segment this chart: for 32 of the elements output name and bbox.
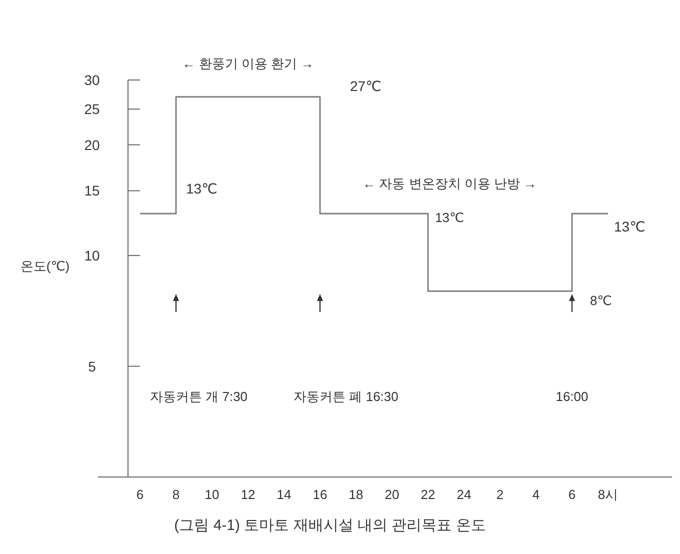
- y-tick-label: 30: [84, 72, 100, 88]
- annotation: 13℃: [614, 218, 646, 235]
- annotation: 13℃: [186, 180, 218, 197]
- annotation: 자동커튼 개 7:30: [150, 389, 248, 404]
- y-axis-title: 온도(℃): [20, 258, 70, 274]
- x-tick-label: 24: [456, 487, 472, 502]
- x-tick-label: 20: [384, 487, 400, 502]
- annotation: 8℃: [590, 293, 612, 308]
- y-tick-label: 20: [84, 136, 100, 153]
- text: ← 환풍기 이용 환기 →: [182, 56, 314, 71]
- y-tick-label: 5: [88, 358, 96, 374]
- annotation: 27℃: [350, 78, 382, 94]
- x-tick-label: 8: [172, 487, 180, 502]
- y-tick-label: 10: [84, 248, 100, 264]
- annotation: 16:00: [556, 389, 588, 404]
- x-tick-label: 8시: [598, 487, 618, 502]
- x-tick-label: 12: [240, 487, 256, 502]
- x-tick-label: 6: [136, 487, 144, 502]
- text: (그림 4-1) 토마토 재배시설 내의 관리목표 온도: [174, 517, 486, 534]
- x-tick-label: 14: [276, 487, 292, 502]
- annotation: 자동커튼 폐 16:30: [294, 389, 398, 404]
- x-tick-label: 18: [348, 487, 364, 502]
- annotation: 13℃: [435, 210, 464, 225]
- x-tick-label: 10: [204, 487, 220, 502]
- x-tick-label: 16: [312, 487, 328, 502]
- x-tick-label: 2: [496, 487, 504, 502]
- x-tick-label: 4: [532, 487, 540, 502]
- x-tick-label: 6: [568, 487, 576, 502]
- y-tick-label: 15: [84, 182, 100, 199]
- y-tick-label: 25: [84, 101, 100, 118]
- x-tick-label: 22: [420, 487, 436, 502]
- annotation: ← 자동 변온장치 이용 난방 →: [362, 176, 537, 191]
